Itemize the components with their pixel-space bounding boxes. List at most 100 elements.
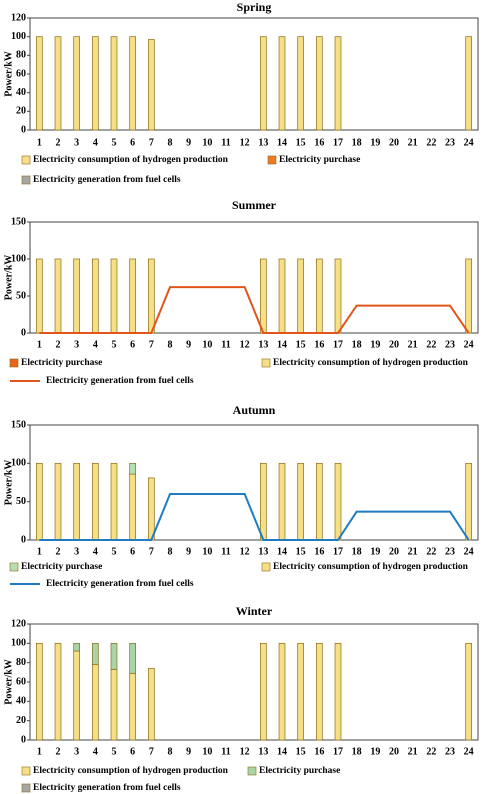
x-tick-label: 13 <box>258 339 268 350</box>
legend-swatch <box>21 766 31 776</box>
y-tick-label: 100 <box>11 458 26 469</box>
bar <box>73 462 81 541</box>
y-tick-label: 100 <box>11 253 26 264</box>
legend-swatch <box>21 175 31 185</box>
x-tick-label: 21 <box>408 746 418 757</box>
bar <box>35 36 43 131</box>
x-tick-label: 11 <box>221 546 230 557</box>
chart-title: Spring <box>237 0 272 14</box>
bar <box>334 642 342 741</box>
bar <box>278 36 286 131</box>
bar <box>110 642 118 670</box>
x-tick-label: 2 <box>56 746 61 757</box>
x-tick-label: 15 <box>296 546 306 557</box>
x-tick-label: 20 <box>389 746 399 757</box>
y-tick-label: 60 <box>16 676 26 687</box>
chart-title: Autumn <box>233 403 276 417</box>
legend-label: Electricity purchase <box>279 155 360 165</box>
legend-swatch <box>9 358 19 368</box>
x-tick-label: 6 <box>130 746 135 757</box>
y-tick-label: 80 <box>16 657 26 668</box>
bar <box>297 642 305 741</box>
x-tick-label: 10 <box>202 339 212 350</box>
y-tick-label: 50 <box>16 496 26 507</box>
bar <box>334 258 342 334</box>
x-tick-label: 14 <box>277 339 287 350</box>
bar <box>465 258 473 334</box>
x-tick-label: 13 <box>258 746 268 757</box>
x-tick-label: 14 <box>277 746 287 757</box>
x-tick-label: 17 <box>333 746 343 757</box>
line <box>39 286 470 334</box>
bar <box>129 36 137 131</box>
x-tick-label: 24 <box>464 339 474 350</box>
y-axis-label: Power/kW <box>3 255 14 301</box>
bar <box>334 36 342 131</box>
y-tick-label: 0 <box>21 327 26 338</box>
y-tick-label: 120 <box>11 618 26 629</box>
bar <box>129 473 137 541</box>
x-tick-label: 19 <box>370 339 380 350</box>
x-tick-label: 10 <box>202 546 212 557</box>
bar <box>35 642 43 741</box>
x-tick-label: 24 <box>464 746 474 757</box>
x-tick-label: 17 <box>333 137 343 148</box>
bar <box>110 462 118 541</box>
bar <box>465 462 473 541</box>
legend-label: Electricity generation from fuel cells <box>46 579 194 589</box>
x-tick-label: 14 <box>277 546 287 557</box>
x-tick-label: 9 <box>186 339 191 350</box>
bar <box>334 462 342 541</box>
y-tick-label: 100 <box>11 31 26 42</box>
x-tick-label: 11 <box>221 137 230 148</box>
x-tick-label: 13 <box>258 137 268 148</box>
x-tick-label: 16 <box>314 546 324 557</box>
bar <box>73 650 81 741</box>
x-tick-label: 14 <box>277 137 287 148</box>
bar <box>147 258 155 334</box>
x-tick-label: 9 <box>186 137 191 148</box>
x-tick-label: 19 <box>370 546 380 557</box>
bar <box>259 642 267 741</box>
bar <box>91 258 99 334</box>
x-tick-label: 20 <box>389 137 399 148</box>
x-tick-label: 18 <box>352 746 362 757</box>
bar <box>110 258 118 334</box>
bar <box>315 36 323 131</box>
x-tick-label: 2 <box>56 339 61 350</box>
bar <box>110 669 118 741</box>
x-tick-label: 3 <box>74 137 79 148</box>
bar <box>110 36 118 131</box>
y-tick-label: 0 <box>21 734 26 745</box>
x-tick-label: 16 <box>314 339 324 350</box>
x-tick-label: 12 <box>240 137 250 148</box>
x-tick-label: 1 <box>37 746 42 757</box>
legend-label: Electricity generation from fuel cells <box>33 175 181 185</box>
x-tick-label: 23 <box>445 339 455 350</box>
x-tick-label: 10 <box>202 137 212 148</box>
x-tick-label: 9 <box>186 746 191 757</box>
x-tick-label: 21 <box>408 137 418 148</box>
x-tick-label: 12 <box>240 339 250 350</box>
x-tick-label: 17 <box>333 339 343 350</box>
x-tick-label: 24 <box>464 546 474 557</box>
legend-label: Electricity consumption of hydrogen prod… <box>33 155 229 165</box>
x-tick-label: 23 <box>445 137 455 148</box>
x-tick-label: 4 <box>93 137 98 148</box>
x-tick-label: 12 <box>240 546 250 557</box>
x-tick-label: 11 <box>221 746 230 757</box>
y-tick-label: 0 <box>21 124 26 135</box>
x-tick-label: 20 <box>389 339 399 350</box>
bar <box>278 258 286 334</box>
legend-swatch <box>21 155 31 165</box>
bar <box>297 36 305 131</box>
x-tick-label: 23 <box>445 546 455 557</box>
x-tick-label: 6 <box>130 339 135 350</box>
x-tick-label: 7 <box>149 546 154 557</box>
y-tick-label: 80 <box>16 50 26 61</box>
bar <box>129 462 137 475</box>
x-tick-label: 5 <box>112 137 117 148</box>
x-tick-label: 18 <box>352 546 362 557</box>
line <box>39 493 470 541</box>
bar <box>54 642 62 741</box>
